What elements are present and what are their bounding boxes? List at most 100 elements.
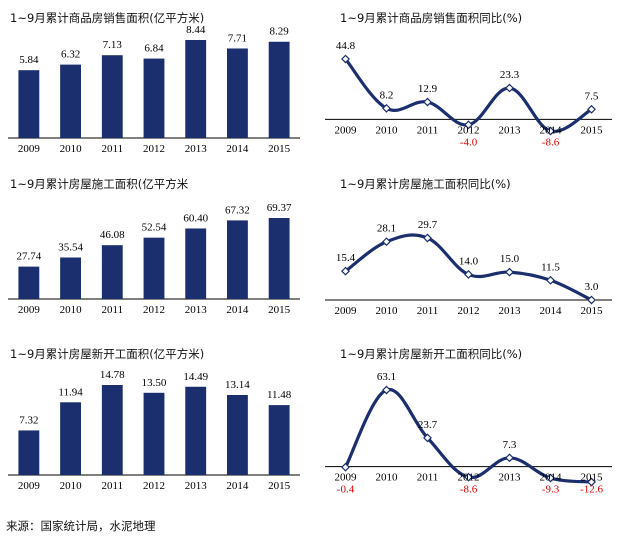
x-tick-label: 2013 bbox=[499, 124, 522, 136]
x-tick-label: 2015 bbox=[268, 480, 291, 492]
data-label: 11.48 bbox=[267, 389, 292, 401]
bar-chart-construction-area: 27.74 2009 35.54 2010 46.08 2011 52.54 2012 60.4… bbox=[8, 202, 300, 316]
bar bbox=[143, 237, 165, 299]
data-point bbox=[423, 433, 432, 443]
data-label: 28.1 bbox=[377, 223, 396, 235]
data-label: 13.50 bbox=[142, 377, 167, 389]
data-label: 67.32 bbox=[225, 204, 250, 216]
x-tick-label: 2014 bbox=[540, 472, 563, 484]
data-label: 69.37 bbox=[267, 202, 292, 214]
data-label: 15.4 bbox=[336, 252, 356, 264]
x-tick-label: 2012 bbox=[143, 304, 165, 316]
chart-title: 1~9月累计房屋施工面积同比(%) bbox=[340, 177, 511, 191]
bar bbox=[185, 40, 207, 138]
chart-title: 1~9月累计房屋施工面积(亿平方米 bbox=[10, 177, 189, 191]
data-label: 11.5 bbox=[541, 261, 560, 273]
data-point bbox=[423, 233, 432, 243]
data-label: 14.78 bbox=[100, 369, 125, 381]
data-point bbox=[587, 295, 596, 305]
data-label: 23.3 bbox=[500, 69, 520, 81]
panel-new-starts-area: 1~9月累计房屋新开工面积(亿平方米) 7.32 2009 11.94 2010 14.… bbox=[0, 340, 310, 510]
x-tick-label: 2009 bbox=[18, 480, 41, 492]
x-tick-label: 2011 bbox=[417, 305, 439, 317]
x-tick-label: 2012 bbox=[143, 143, 165, 155]
bar bbox=[227, 220, 248, 299]
x-tick-label: 2010 bbox=[60, 143, 83, 155]
bar bbox=[18, 266, 40, 299]
x-tick-label: 2012 bbox=[458, 305, 480, 317]
x-tick-label: 2012 bbox=[143, 480, 165, 492]
bar bbox=[227, 394, 248, 475]
data-point bbox=[505, 83, 514, 93]
data-label: -0.4 bbox=[337, 484, 355, 496]
bar bbox=[268, 218, 290, 299]
data-point bbox=[546, 275, 555, 285]
data-point bbox=[382, 385, 391, 395]
data-point bbox=[505, 453, 514, 463]
x-tick-label: 2009 bbox=[18, 143, 41, 155]
data-label: 60.40 bbox=[183, 212, 208, 224]
data-point bbox=[587, 477, 596, 487]
x-tick-label: 2015 bbox=[268, 304, 291, 316]
x-tick-label: 2012 bbox=[458, 124, 480, 136]
data-label: -8.6 bbox=[460, 484, 478, 496]
data-point bbox=[341, 462, 350, 472]
data-point bbox=[546, 126, 555, 136]
data-label: 63.1 bbox=[377, 371, 396, 383]
x-tick-label: 2010 bbox=[60, 304, 83, 316]
data-label: 12.9 bbox=[418, 83, 438, 95]
bar bbox=[60, 402, 81, 475]
series-line bbox=[343, 388, 594, 484]
data-label: 6.84 bbox=[144, 43, 164, 55]
x-tick-label: 2011 bbox=[101, 143, 123, 155]
x-tick-label: 2009 bbox=[335, 124, 358, 136]
x-tick-label: 2011 bbox=[101, 480, 123, 492]
x-tick-label: 2011 bbox=[417, 124, 439, 136]
data-label: 52.54 bbox=[142, 222, 167, 234]
data-label: 7.5 bbox=[585, 90, 599, 102]
bar bbox=[143, 58, 165, 138]
data-label: 5.84 bbox=[19, 54, 39, 66]
x-tick-label: 2009 bbox=[18, 304, 41, 316]
x-tick-label: 2013 bbox=[499, 472, 522, 484]
data-label: 7.71 bbox=[228, 32, 247, 44]
bar bbox=[185, 386, 207, 475]
bar bbox=[18, 430, 40, 475]
data-label: 35.54 bbox=[58, 242, 83, 254]
data-label: 14.49 bbox=[183, 371, 208, 383]
bar-chart-new-starts-area: 7.32 2009 11.94 2010 14.78 2011 13.50 2012 14.49… bbox=[8, 369, 300, 492]
data-label: 7.13 bbox=[103, 39, 123, 51]
data-label: -12.6 bbox=[580, 484, 603, 496]
panel-construction-area-yoy: 1~9月累计房屋施工面积同比(%) 15.4 2009 28.1 2010 29.7 20… bbox=[315, 170, 618, 340]
data-label: 15.0 bbox=[500, 253, 520, 265]
x-tick-label: 2015 bbox=[581, 472, 604, 484]
data-label: 3.0 bbox=[585, 281, 599, 293]
x-tick-label: 2014 bbox=[540, 305, 563, 317]
x-tick-label: 2009 bbox=[335, 305, 358, 317]
data-label: 6.32 bbox=[61, 49, 80, 61]
x-tick-label: 2013 bbox=[185, 480, 208, 492]
x-tick-label: 2015 bbox=[268, 143, 291, 155]
data-point bbox=[382, 237, 391, 247]
x-tick-label: 2010 bbox=[60, 480, 83, 492]
bar bbox=[101, 245, 123, 299]
data-point bbox=[546, 473, 555, 483]
x-tick-label: 2014 bbox=[540, 124, 563, 136]
data-label: -9.3 bbox=[542, 484, 560, 496]
bar bbox=[185, 228, 207, 299]
data-label: 14.0 bbox=[459, 255, 479, 267]
panel-construction-area: 1~9月累计房屋施工面积(亿平方米 27.74 2009 35.54 2010 46.0… bbox=[0, 170, 310, 340]
line-chart-construction-area-yoy: 15.4 2009 28.1 2010 29.7 2011 14.0 2012 15.0 2013… bbox=[325, 219, 612, 317]
x-tick-label: 2010 bbox=[376, 305, 399, 317]
x-tick-label: 2013 bbox=[499, 305, 522, 317]
bar bbox=[60, 64, 81, 138]
data-point bbox=[382, 103, 391, 113]
x-tick-label: 2010 bbox=[376, 124, 399, 136]
chart-title: 1~9月累计房屋新开工面积(亿平方米) bbox=[10, 347, 205, 361]
data-point bbox=[587, 104, 596, 114]
bar bbox=[60, 257, 81, 299]
panel-sales-area: 1~9月累计商品房销售面积(亿平方米) 5.84 2009 6.32 2010 7.13… bbox=[0, 0, 310, 170]
data-label: 46.08 bbox=[100, 229, 125, 241]
